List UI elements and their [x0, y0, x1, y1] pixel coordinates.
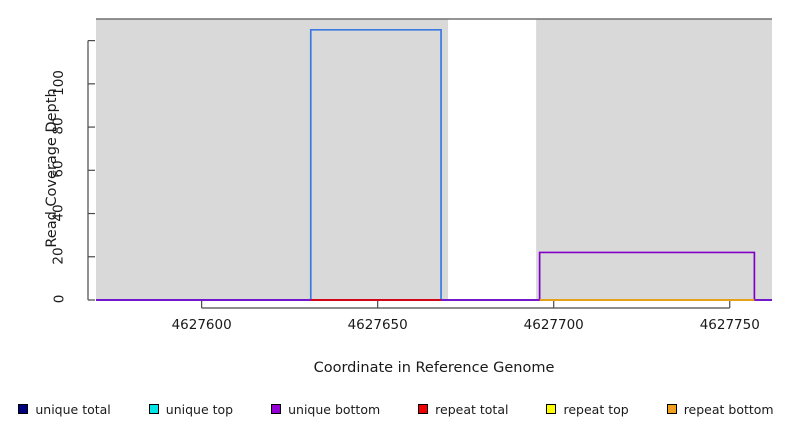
- panel-background: [96, 19, 772, 300]
- series-line-unique-bottom: [96, 251, 772, 301]
- coverage-gap-region: [448, 19, 537, 300]
- legend-item-repeat-top[interactable]: repeat top: [546, 401, 629, 417]
- legend-swatch-icon: [271, 404, 282, 414]
- legend-label: unique total: [35, 401, 111, 417]
- legend-label: unique top: [165, 401, 234, 417]
- legend-item-unique-total[interactable]: unique total: [18, 401, 111, 417]
- legend-swatch-icon: [418, 404, 429, 414]
- legend-label: repeat bottom: [683, 401, 774, 417]
- legend-item-repeat-total[interactable]: repeat total: [418, 402, 508, 417]
- legend-label: unique bottom: [288, 401, 381, 417]
- legend-swatch-icon: [18, 404, 29, 414]
- legend-label: repeat total: [435, 401, 509, 417]
- x-axis-title: Coordinate in Reference Genome: [313, 360, 555, 376]
- legend-item-repeat-bottom[interactable]: repeat bottom: [666, 401, 774, 417]
- legend-item-unique-bottom[interactable]: unique bottom: [271, 402, 380, 417]
- x-tick-label: 4627700: [523, 317, 584, 333]
- legend-item-unique-top[interactable]: unique top: [148, 401, 234, 417]
- chart-legend: unique total unique top unique bottom repea…: [0, 398, 792, 420]
- legend-label: repeat top: [563, 401, 629, 417]
- legend-swatch-icon: [148, 404, 159, 414]
- legend-swatch-icon: [546, 404, 557, 414]
- x-tick-label: 4627650: [347, 317, 408, 333]
- x-tick-label: 4627750: [699, 317, 760, 333]
- legend-swatch-icon: [666, 404, 677, 414]
- x-tick-label: 4627600: [171, 317, 232, 333]
